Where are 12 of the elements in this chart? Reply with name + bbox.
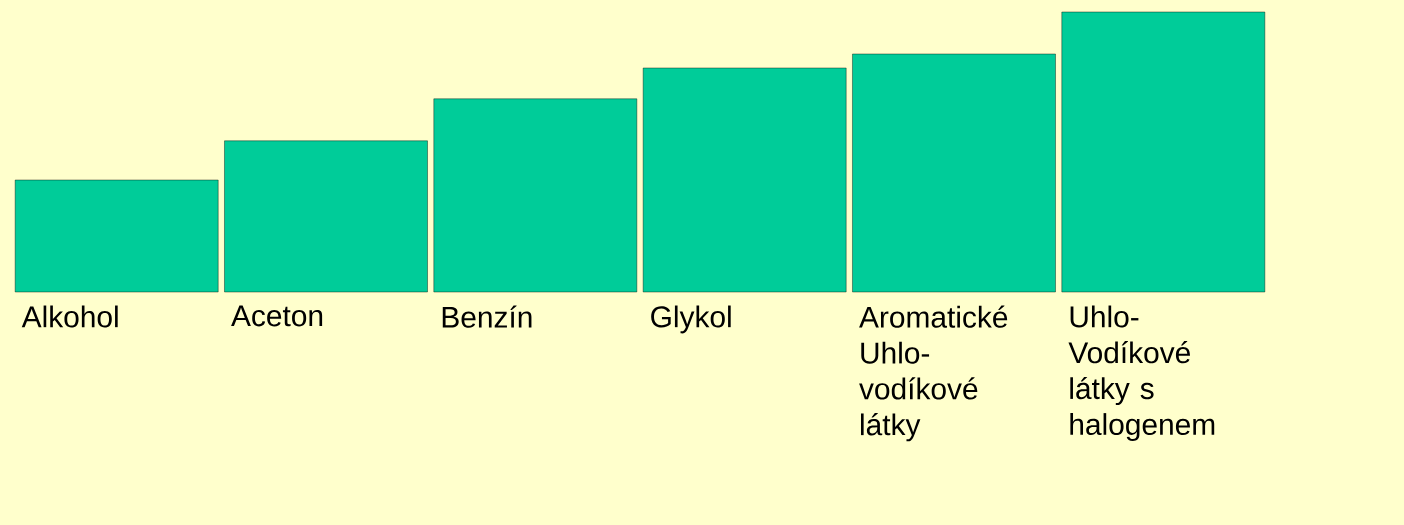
x-tick-label: Uhlo- Vodíkové látky s halogenem <box>1068 305 1215 441</box>
x-tick-label: Glykol <box>651 305 731 334</box>
x-tick-label: Alkohol <box>21 305 118 328</box>
x-tick-label: Aromatické Uhlo- vodíkové látky <box>859 305 1008 442</box>
bar <box>224 140 428 293</box>
bar <box>852 53 1056 293</box>
bar <box>1061 11 1266 293</box>
x-tick-label: Benzín <box>442 305 532 328</box>
bar <box>433 98 638 293</box>
bar <box>642 67 847 293</box>
bar <box>14 179 219 293</box>
x-tick-label: Aceton <box>231 305 323 327</box>
